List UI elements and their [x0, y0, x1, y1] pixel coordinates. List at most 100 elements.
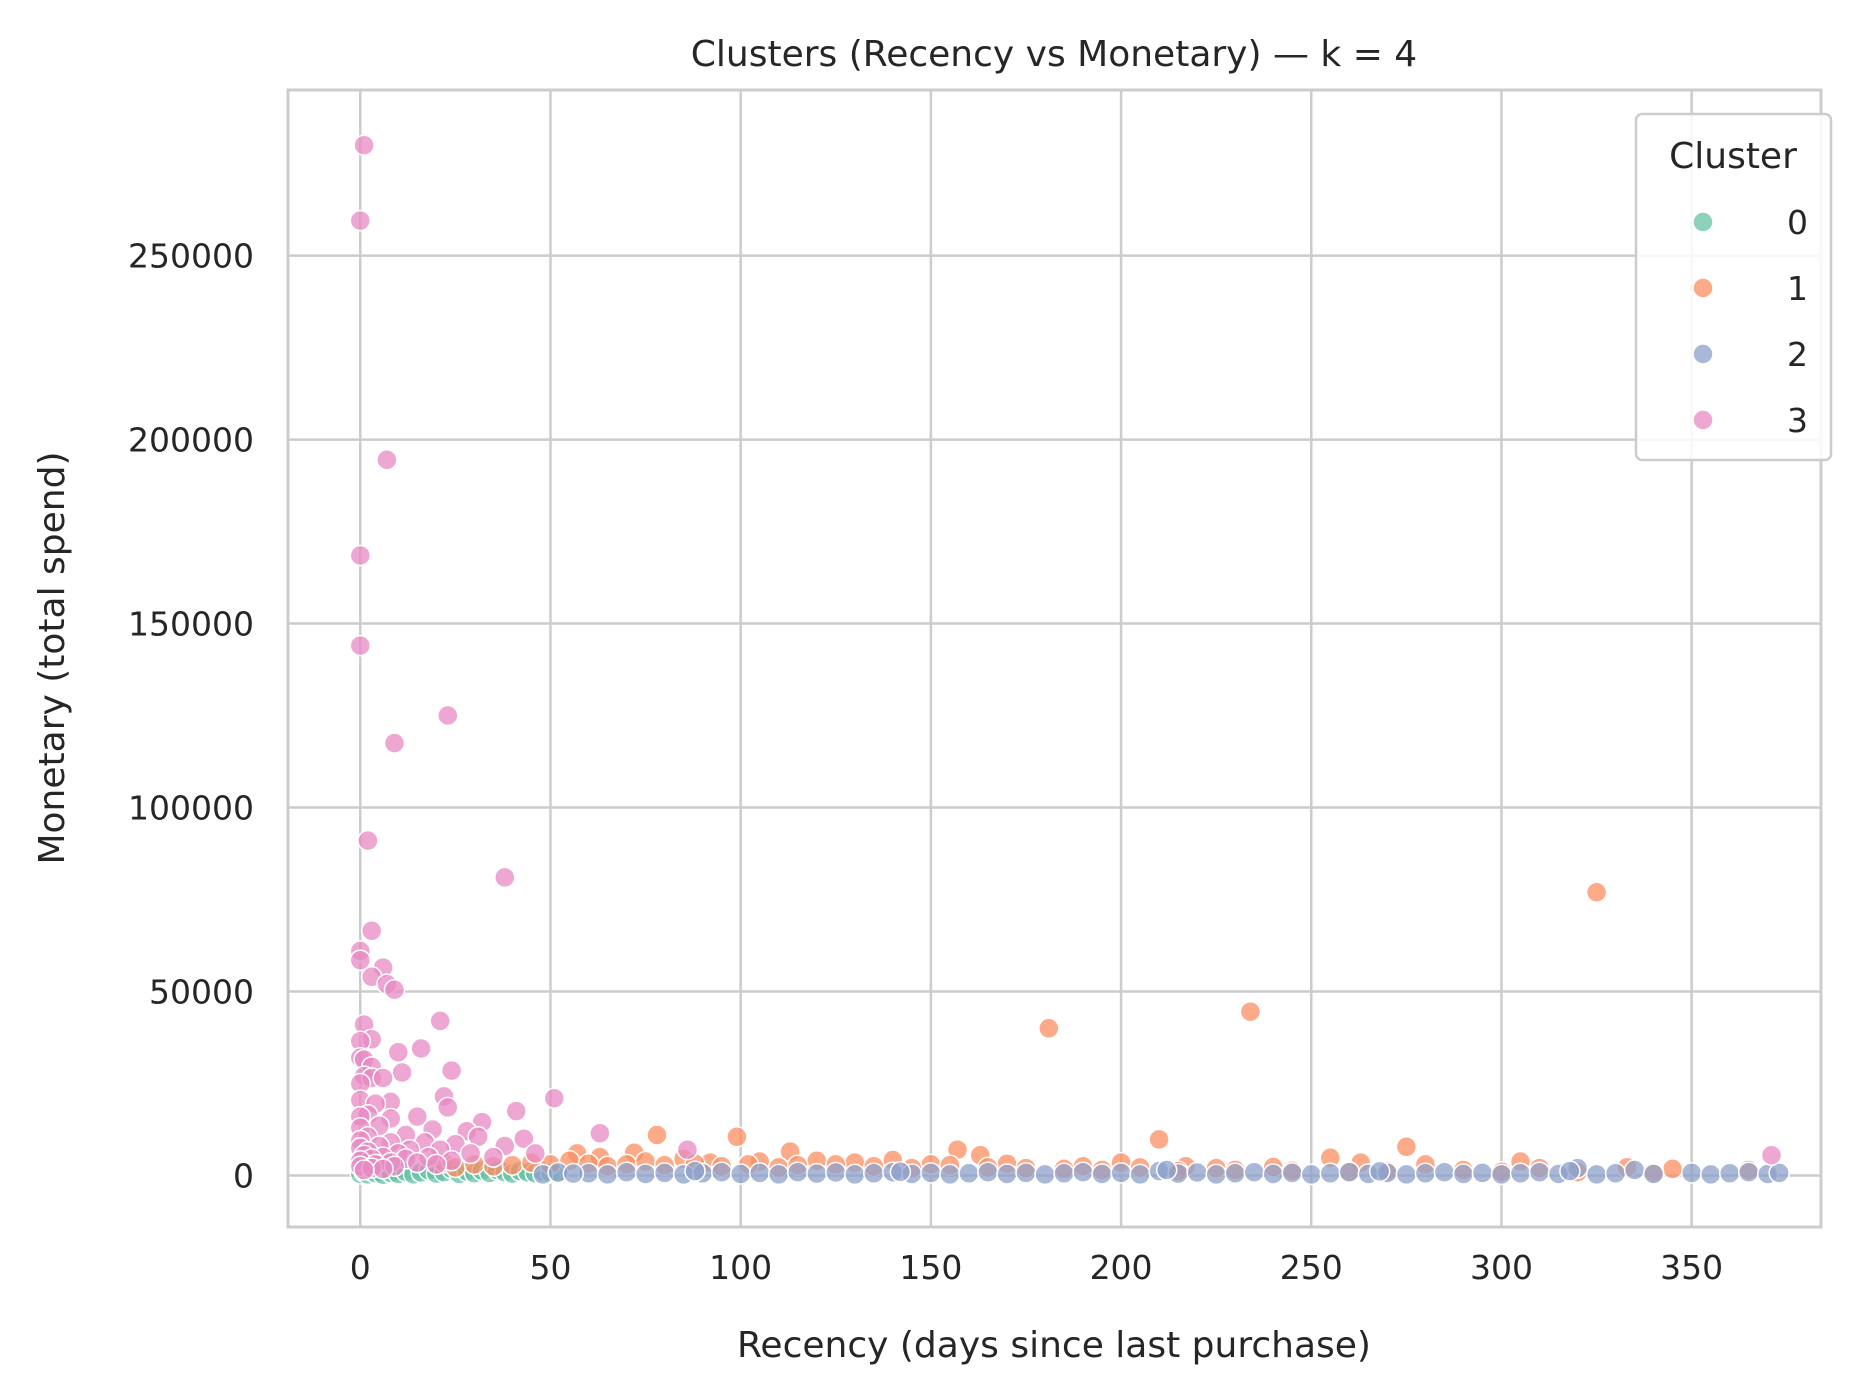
x-tick-label: 200 [1090, 1248, 1153, 1287]
data-point [1205, 1163, 1227, 1186]
y-axis-label: Monetary (total spend) [32, 451, 73, 864]
y-tick-label: 0 [233, 1156, 254, 1195]
y-tick-label: 200000 [128, 421, 254, 460]
data-point [1038, 1017, 1060, 1040]
data-point [1699, 1163, 1722, 1186]
legend-marker [1692, 211, 1714, 233]
data-point [1737, 1161, 1760, 1183]
data-point [1585, 1163, 1608, 1186]
legend-label: 2 [1787, 335, 1808, 374]
data-point [684, 1160, 706, 1182]
data-point [1604, 1162, 1627, 1185]
data-point [524, 1142, 547, 1165]
data-point [387, 1041, 410, 1063]
plot-frame [286, 88, 1823, 1229]
series-3 [349, 134, 1783, 1181]
data-point [372, 1158, 394, 1180]
data-point [653, 1162, 676, 1184]
data-point [1661, 1158, 1684, 1180]
tick-labels: 0 50 100 150 200 250 300 350 0 50000 100000 150000 2… [128, 237, 1723, 1287]
chart-title: Clusters (Recency vs Monetary) — k = 4 [691, 34, 1417, 75]
data-point [1281, 1162, 1303, 1184]
data-point [494, 866, 516, 889]
x-tick-label: 250 [1280, 1248, 1343, 1287]
data-point [1034, 1163, 1056, 1186]
data-point [786, 1161, 809, 1183]
data-point [939, 1163, 961, 1186]
legend-marker [1692, 343, 1714, 365]
data-point [440, 1059, 463, 1082]
legend-label: 3 [1787, 401, 1808, 440]
data-point [634, 1163, 657, 1185]
data-point [1155, 1159, 1178, 1181]
data-point [459, 1142, 482, 1165]
data-point [1239, 1000, 1262, 1023]
data-point [1623, 1159, 1646, 1181]
series-2 [532, 1157, 1790, 1186]
data-point [1015, 1162, 1037, 1184]
data-point [676, 1138, 699, 1161]
data-point [349, 544, 372, 567]
data-point [1760, 1144, 1783, 1166]
data-point [1091, 1163, 1113, 1185]
data-point [505, 1100, 527, 1122]
legend: Cluster 0 1 2 3 [1634, 112, 1833, 462]
data-point [391, 1061, 413, 1084]
data-point [1768, 1162, 1790, 1184]
data-point [767, 1163, 790, 1186]
data-point [977, 1161, 999, 1183]
y-tick-label: 50000 [149, 973, 254, 1012]
data-point [729, 1163, 752, 1185]
data-point [353, 1159, 375, 1181]
data-point [406, 1151, 429, 1174]
data-point [1433, 1161, 1456, 1183]
data-point [1224, 1162, 1246, 1185]
data-point [1262, 1163, 1284, 1185]
data-point [1452, 1163, 1475, 1185]
data-point [1319, 1162, 1342, 1185]
data-point [349, 634, 372, 657]
legend-label: 1 [1787, 269, 1808, 308]
data-point [889, 1161, 912, 1183]
data-point [806, 1162, 828, 1185]
data-point [425, 1153, 448, 1176]
gridlines [288, 90, 1821, 1227]
data-point [429, 1010, 451, 1032]
data-point [437, 1096, 459, 1119]
data-point [357, 829, 379, 852]
data-point [1471, 1162, 1494, 1184]
data-point [372, 1067, 394, 1089]
data-point [360, 920, 383, 942]
data-point [1243, 1161, 1265, 1183]
data-point [1338, 1161, 1361, 1183]
data-point [1414, 1162, 1437, 1185]
data-point [1110, 1162, 1132, 1184]
data-point [1148, 1128, 1170, 1151]
data-point [748, 1162, 771, 1184]
data-point [1395, 1136, 1418, 1158]
data-point [844, 1163, 866, 1186]
data-point [437, 704, 459, 727]
data-point [1528, 1161, 1551, 1183]
data-point [1395, 1163, 1418, 1186]
data-point [1718, 1162, 1741, 1185]
data-point [996, 1163, 1018, 1185]
legend-label: 0 [1787, 203, 1808, 242]
legend-box [1634, 112, 1833, 462]
legend-entries: 0 1 2 3 [1692, 203, 1808, 440]
data-point [383, 978, 406, 1001]
data-point [958, 1162, 980, 1185]
x-tick-label: 100 [709, 1248, 772, 1287]
data-point [501, 1154, 524, 1176]
data-point [863, 1162, 885, 1185]
legend-marker [1692, 277, 1714, 299]
data-point [1300, 1163, 1323, 1186]
data-point [1559, 1160, 1581, 1182]
data-point [406, 1105, 429, 1128]
data-point [710, 1161, 733, 1183]
legend-marker [1692, 409, 1714, 431]
data-point [1368, 1160, 1391, 1183]
data-point [513, 1127, 535, 1150]
data-point [376, 449, 398, 471]
